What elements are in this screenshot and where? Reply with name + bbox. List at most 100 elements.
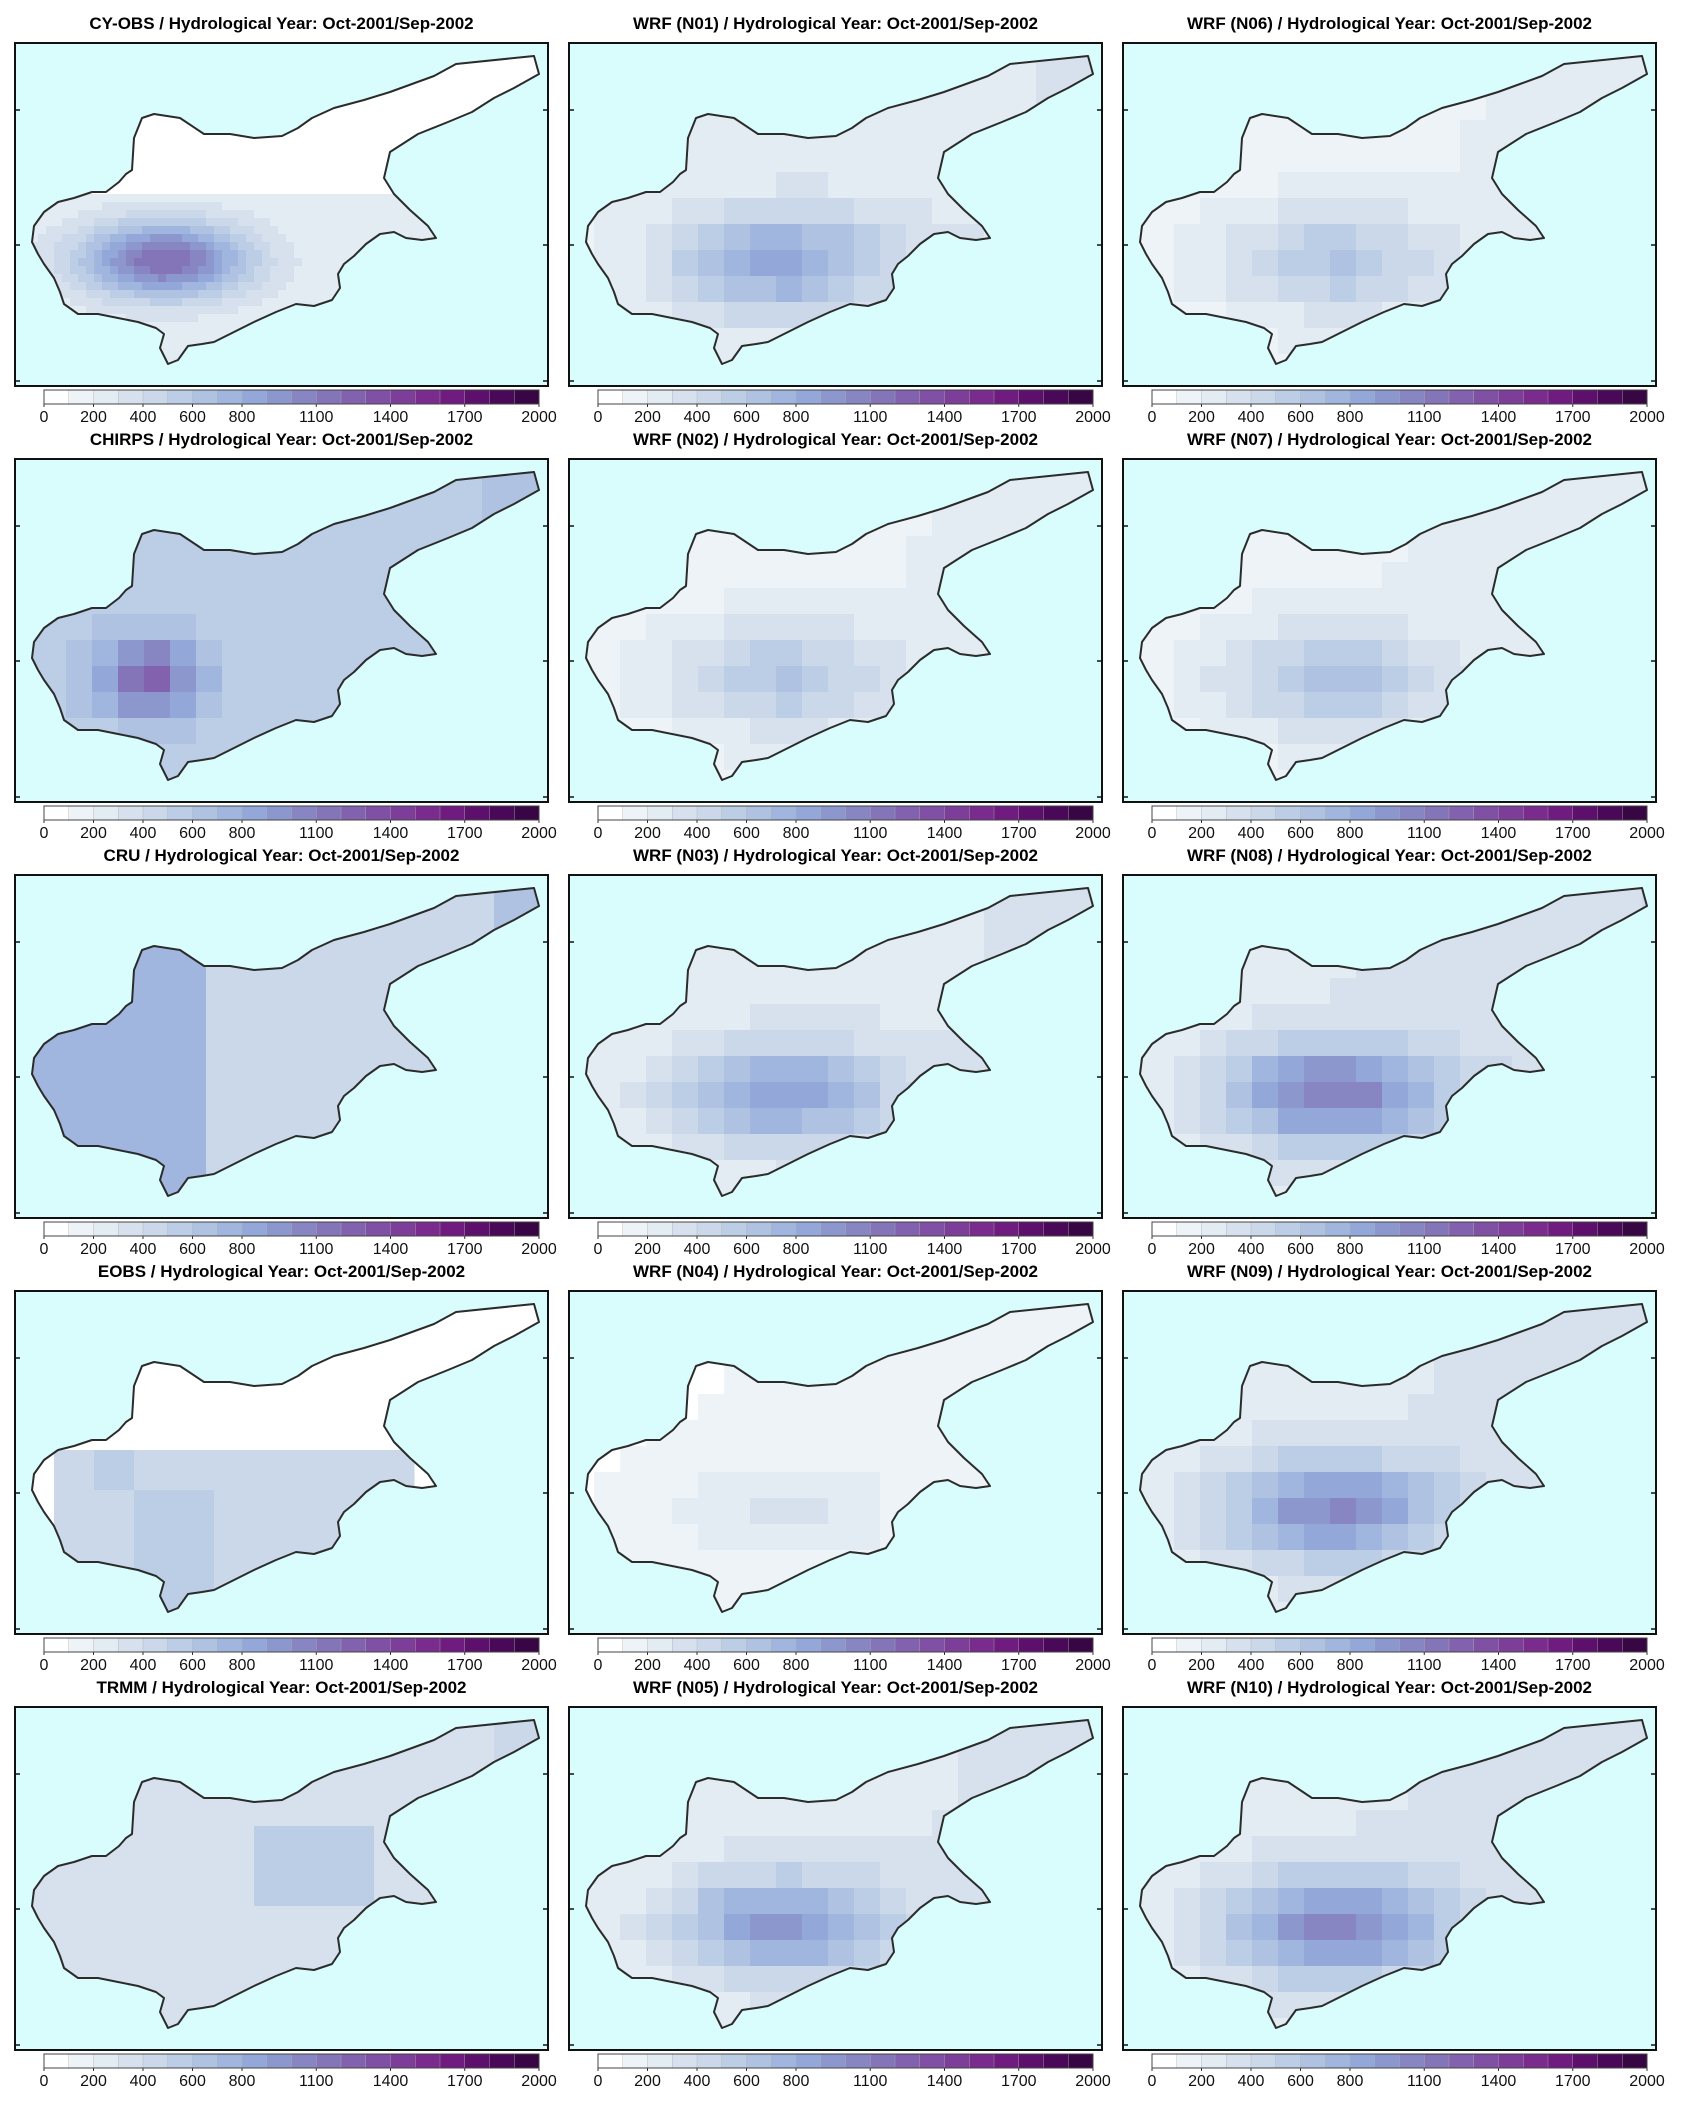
grid-cell	[1278, 198, 1305, 225]
grid-cell	[698, 1914, 725, 1941]
grid-cell	[310, 218, 319, 227]
grid-cell	[310, 298, 319, 307]
colorbar-segment	[1226, 805, 1252, 821]
colorbar-tick-label: 2000	[1075, 825, 1111, 842]
grid-cell	[230, 266, 239, 275]
grid-cell	[1590, 900, 1617, 927]
grid-cell	[134, 1946, 175, 1987]
grid-cell	[144, 614, 171, 641]
colorbar-tick-label: 400	[684, 825, 711, 842]
grid-cell	[334, 1826, 375, 1867]
grid-cell	[620, 614, 647, 641]
colorbar-segment	[1018, 1221, 1044, 1237]
grid-cell	[724, 978, 751, 1005]
grid-cell	[262, 282, 271, 291]
grid-cell	[802, 1446, 829, 1473]
grid-cell	[32, 242, 39, 251]
colorbar-segment	[365, 1221, 391, 1237]
grid-cell	[54, 202, 63, 211]
grid-cell	[198, 306, 207, 315]
map-panel: CRU / Hydrological Year: Oct-2001/Sep-20…	[14, 832, 557, 1258]
grid-cell	[238, 218, 247, 227]
grid-cell	[646, 1082, 673, 1109]
grid-cell	[802, 640, 829, 667]
grid-cell	[118, 306, 127, 315]
grid-cell	[750, 1524, 777, 1551]
map-panel: WRF (N07) / Hydrological Year: Oct-2001/…	[1122, 416, 1665, 842]
grid-cell	[318, 258, 327, 267]
grid-cell	[828, 1888, 855, 1915]
grid-cell	[278, 194, 287, 203]
grid-cell	[32, 640, 41, 667]
grid-cell	[776, 146, 803, 173]
grid-cell	[1408, 172, 1435, 199]
grid-cell	[278, 282, 287, 291]
grid-cell	[1330, 718, 1357, 745]
colorbar-graphic: 0 200 400 600 800 1100 1400 1700 2000	[40, 805, 557, 842]
grid-cell	[278, 258, 287, 267]
grid-cell	[854, 1030, 881, 1057]
grid-cell	[238, 282, 247, 291]
colorbar-tick-label: 600	[733, 1657, 760, 1674]
grid-cell	[174, 218, 183, 227]
grid-cell	[906, 198, 933, 225]
panel-title: WRF (N02) / Hydrological Year: Oct-2001/…	[633, 430, 1038, 449]
grid-cell	[78, 202, 87, 211]
grid-cell	[270, 242, 279, 251]
grid-cell	[254, 266, 263, 275]
colorbar-tick-label: 0	[594, 1241, 603, 1258]
grid-cell	[620, 1914, 647, 1941]
grid-cell	[672, 1940, 699, 1967]
grid-cell	[222, 266, 231, 275]
grid-cell	[310, 234, 319, 243]
colorbar-tick-label: 800	[1337, 409, 1364, 426]
grid-cell	[198, 330, 207, 339]
colorbar-segment	[489, 805, 515, 821]
grid-cell	[222, 298, 231, 307]
colorbar-segment	[192, 1637, 218, 1653]
grid-cell	[286, 274, 295, 283]
grid-cell	[174, 1530, 215, 1571]
grid-cell	[110, 218, 119, 227]
colorbar-tick-label: 1400	[927, 1657, 963, 1674]
coastline	[31, 887, 540, 1197]
grid-cell	[246, 210, 255, 219]
grid-cell	[880, 1446, 907, 1473]
grid-cell	[1226, 692, 1253, 719]
grid-cell	[750, 250, 777, 277]
grid-cell	[214, 258, 223, 267]
grid-cell	[326, 290, 335, 299]
grid-cell	[126, 194, 135, 203]
grid-cell	[134, 250, 143, 259]
colorbar-graphic: 0 200 400 600 800 1100 1400 1700 2000	[40, 1221, 557, 1258]
grid-cell	[366, 234, 375, 243]
grid-cell	[134, 194, 143, 203]
grid-cell	[94, 1490, 135, 1531]
colorbar-segment	[316, 2053, 342, 2069]
grid-cell	[1278, 562, 1305, 589]
grid-cell	[750, 302, 777, 329]
grid-cell	[70, 290, 79, 299]
grid-cell	[182, 322, 191, 331]
grid-cell	[222, 226, 231, 235]
colorbar-segment	[622, 805, 648, 821]
grid-cell	[854, 614, 881, 641]
grid-cell	[318, 282, 327, 291]
grid-cell	[174, 1826, 215, 1867]
grid-cell	[294, 226, 303, 235]
grid-cell	[776, 1004, 803, 1031]
grid-cell	[854, 1862, 881, 1889]
grid-cell	[134, 1450, 175, 1491]
grid-cell	[342, 202, 351, 211]
grid-cell	[198, 250, 207, 259]
colorbar-segment	[514, 389, 540, 405]
colorbar-segment	[1424, 805, 1450, 821]
grid-cell	[776, 1446, 803, 1473]
grid-cell	[802, 172, 829, 199]
grid-cell	[222, 218, 231, 227]
grid-cell	[776, 1810, 803, 1837]
colorbar-segment	[365, 2053, 391, 2069]
grid-cell	[262, 202, 271, 211]
grid-cell	[1356, 588, 1383, 615]
grid-cell	[1226, 198, 1253, 225]
